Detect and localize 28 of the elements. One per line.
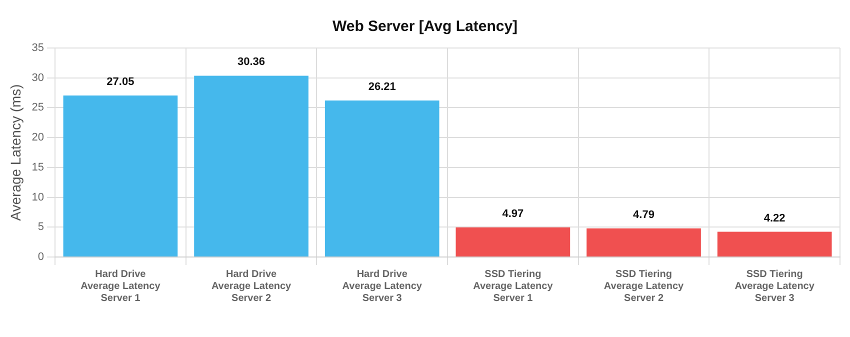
y-tick-label: 15 (32, 161, 44, 174)
bar (456, 227, 570, 256)
x-tick-label: Hard Drive Average Latency Server 3 (342, 268, 422, 304)
data-label: 26.21 (368, 81, 396, 94)
bar (63, 95, 178, 256)
bar (717, 232, 832, 256)
y-tick-label: 20 (32, 132, 44, 144)
data-label: 27.05 (106, 76, 134, 88)
x-tick-label: Hard Drive Average Latency Server 2 (211, 268, 292, 304)
chart-title: Web Server [Avg Latency] (331, 18, 519, 35)
y-tick-label: 30 (32, 72, 44, 84)
data-label: 4.97 (502, 208, 524, 220)
data-label: 4.79 (633, 208, 654, 221)
bar (324, 100, 440, 256)
bar (194, 76, 308, 256)
y-tick-label: 0 (38, 251, 44, 264)
y-tick-label: 25 (32, 102, 44, 114)
y-axis-title: Average Latency (ms) (7, 84, 24, 221)
y-tick-label: 35 (32, 42, 44, 54)
x-tick-label: Hard Drive Average Latency Server 1 (80, 268, 161, 304)
x-tick-label: SSD Tiering Average Latency Server 2 (604, 268, 684, 304)
data-label: 4.22 (764, 212, 786, 224)
bar (586, 228, 701, 256)
y-tick-label: 10 (32, 191, 44, 204)
x-tick-label: SSD Tiering Average Latency Server 1 (473, 268, 554, 304)
x-tick-label: SSD Tiering Average Latency Server 3 (734, 268, 815, 304)
data-label: 30.36 (238, 56, 266, 68)
y-tick-label: 5 (38, 221, 44, 234)
